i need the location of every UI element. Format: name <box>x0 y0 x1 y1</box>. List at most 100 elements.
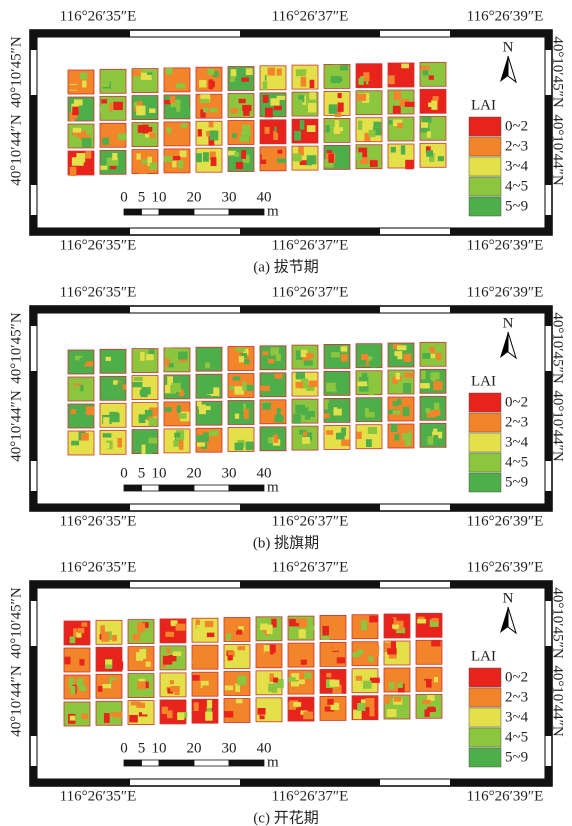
frame-bar <box>30 504 130 511</box>
plot-patch <box>337 403 342 409</box>
frame-bar <box>30 306 130 313</box>
plot-patch <box>331 352 340 357</box>
plot-patch <box>426 150 433 156</box>
plot-patch <box>303 432 307 437</box>
plot-patch <box>72 107 78 116</box>
plot-patch <box>178 160 183 168</box>
plot-patch <box>113 380 118 384</box>
plot-patch <box>306 353 314 358</box>
latitude-label: 40°10′45″N <box>550 312 566 384</box>
plot-patch <box>262 403 271 410</box>
plot-patch <box>292 153 302 161</box>
legend-title: LAI <box>471 97 496 113</box>
frame-bar <box>30 371 37 461</box>
plot-patch <box>85 151 91 159</box>
plot-patch <box>202 685 212 694</box>
legend-swatch <box>469 157 501 176</box>
scale-segment <box>229 760 264 766</box>
plot-patch <box>335 630 342 635</box>
plot-patch <box>369 624 375 628</box>
plot-patch <box>231 108 238 113</box>
plot-patch <box>427 131 431 138</box>
legend-swatch <box>469 137 501 156</box>
plot-patch <box>390 356 397 361</box>
plot-patch <box>266 713 273 721</box>
plot-patch <box>363 681 372 689</box>
frame-bar <box>30 779 130 786</box>
plot-patch <box>242 105 251 111</box>
plot-patch <box>427 707 436 711</box>
plot-patch <box>129 715 138 722</box>
plot-patch <box>105 660 112 665</box>
legend-label: 2~3 <box>505 414 528 430</box>
plot-patch <box>210 131 219 141</box>
plot-patch <box>140 83 147 88</box>
latitude-label: 40°10′44″N <box>8 390 24 462</box>
longitude-label: 116°26′35″E <box>60 8 137 24</box>
caption: (c) 开花期 <box>253 809 318 826</box>
plot-patch <box>238 646 246 650</box>
plot-patch <box>133 634 140 641</box>
plot-patch <box>308 103 316 112</box>
scale-segment <box>159 760 194 766</box>
plot-patch <box>303 712 313 720</box>
longitude-label: 116°26′39″E <box>467 237 544 253</box>
plot-patch <box>82 138 92 148</box>
north-label: N <box>503 39 514 55</box>
plot-patch <box>104 362 110 372</box>
plot-patch <box>239 356 244 362</box>
plot-patch <box>180 133 186 141</box>
scale-segment <box>124 209 142 215</box>
plot-patch <box>356 676 363 681</box>
scale-segment <box>142 209 160 215</box>
plot-patch <box>146 662 151 667</box>
plot-patch <box>199 80 206 88</box>
plot-patch <box>167 76 173 81</box>
plot-patch <box>169 134 175 142</box>
plot-patch <box>358 381 368 386</box>
plot-patch <box>329 104 337 114</box>
plot-patch <box>140 390 144 396</box>
plot-patch <box>340 65 348 70</box>
scale-segment <box>229 485 264 491</box>
plot-patch <box>114 712 123 717</box>
scale-segment <box>229 209 264 215</box>
plot-patch <box>242 125 250 135</box>
plot-patch <box>76 712 81 719</box>
caption: (a) 拔节期 <box>253 258 318 275</box>
plot-patch <box>304 360 313 365</box>
plot-patch <box>270 380 280 390</box>
plot-patch <box>172 383 181 392</box>
plot-patch <box>422 117 432 123</box>
plot-patch <box>70 636 76 643</box>
plot-patch <box>391 641 396 648</box>
frame-bar <box>30 228 130 235</box>
plot-patch <box>101 632 109 641</box>
plot-patch <box>197 442 205 446</box>
legend-label: 0~2 <box>505 118 528 134</box>
legend-swatch <box>469 748 501 767</box>
plot-patch <box>235 413 239 418</box>
plot-patch <box>433 381 442 390</box>
plot-patch <box>199 99 209 103</box>
legend-label: 2~3 <box>505 138 528 154</box>
plot-patch <box>70 686 75 694</box>
plot-patch <box>405 440 412 446</box>
legend-swatch <box>469 177 501 196</box>
plot-patch <box>137 622 142 631</box>
plot-patch <box>391 153 396 157</box>
plot-patch <box>433 429 437 435</box>
plot-patch <box>238 403 244 411</box>
legend-label: 3~4 <box>505 709 529 725</box>
plot-patch <box>239 99 246 103</box>
plot-patch <box>356 432 361 439</box>
frame-bar <box>450 30 552 37</box>
plot-patch <box>239 136 249 142</box>
plot-patch <box>167 710 173 718</box>
scale-segment <box>159 485 194 491</box>
legend-title: LAI <box>471 648 496 664</box>
plot-patch <box>291 681 299 686</box>
plot-patch <box>210 355 217 362</box>
plot-patch <box>387 709 397 717</box>
legend-swatch <box>469 688 501 707</box>
